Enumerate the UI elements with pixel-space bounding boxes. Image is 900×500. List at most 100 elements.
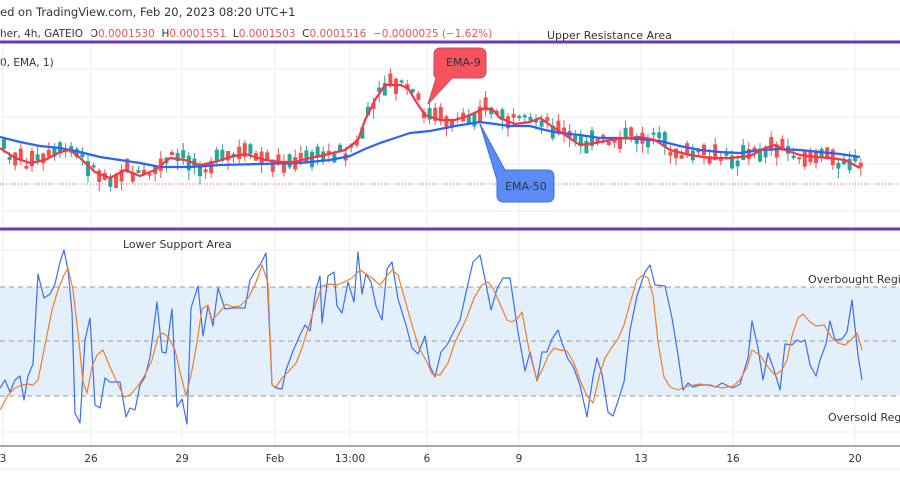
candle-body — [774, 144, 779, 158]
stoch-d-line — [0, 264, 863, 411]
candle-body — [282, 162, 286, 173]
candle-body — [634, 139, 639, 144]
candle-body — [466, 114, 471, 123]
candle-body — [119, 169, 124, 182]
candle-body — [584, 140, 589, 154]
open-label: O — [89, 28, 98, 40]
candle-body — [489, 107, 494, 115]
ema9-line — [0, 83, 861, 180]
time-axis-tick-label: 20 — [848, 453, 861, 465]
candle-body — [612, 139, 617, 143]
candle-body — [259, 151, 264, 164]
candle-body — [573, 135, 578, 141]
candle-body — [763, 148, 768, 158]
candle-body — [718, 157, 723, 161]
oversold-label: Oversold Regio — [828, 411, 900, 424]
oscillator-band — [0, 286, 900, 397]
candle-body — [382, 83, 387, 96]
time-axis-tick-label: Feb — [266, 453, 285, 465]
candle-body — [74, 148, 79, 158]
candle-body — [578, 136, 583, 147]
candle-body — [24, 165, 29, 169]
candle-body — [746, 149, 751, 160]
candle-body — [606, 141, 611, 145]
candle-body — [41, 153, 46, 164]
candle-body — [819, 148, 824, 159]
candle-body — [220, 149, 225, 161]
candle-body — [438, 107, 443, 122]
candle-body — [595, 138, 600, 143]
time-axis[interactable]: 3 26 29 Feb 13:00 6 9 13 16 20 — [0, 453, 862, 465]
candle-body — [298, 152, 303, 160]
candle-body — [170, 152, 174, 156]
candle-body — [371, 102, 376, 109]
published-on-caption: ed on TradingView.com, Feb 20, 2023 08:2… — [0, 5, 296, 19]
candle-body — [304, 150, 309, 163]
candle-body — [769, 136, 774, 151]
candle-body — [315, 146, 320, 157]
candle-body — [175, 152, 180, 162]
candle-body — [35, 154, 40, 161]
candle-body — [534, 120, 538, 123]
candle-body — [657, 132, 662, 139]
candle-body — [662, 132, 667, 147]
candle-body — [130, 172, 135, 182]
candle-body — [802, 151, 807, 167]
candle-body — [842, 160, 846, 165]
candle-body — [394, 78, 398, 94]
candle-body — [522, 115, 527, 118]
candle-body — [310, 151, 314, 168]
candle-body — [836, 162, 841, 169]
time-axis-tick-label: 9 — [516, 453, 523, 465]
candle-body — [494, 110, 499, 114]
low-value: 0.0001503 — [238, 28, 296, 40]
candle-body — [198, 166, 202, 177]
high-value: 0.0001551 — [169, 28, 227, 40]
lower-support-label: Lower Support Area — [123, 238, 232, 251]
candle-body — [500, 109, 505, 120]
candle-body — [735, 160, 740, 167]
candle-body — [539, 120, 544, 127]
candle-body — [528, 116, 533, 121]
candle-body — [853, 156, 858, 162]
candle-body — [136, 170, 141, 173]
candle-body — [125, 158, 130, 173]
symbol-label: her, 4h, GATEIO — [0, 28, 84, 40]
candle-body — [97, 170, 102, 183]
open-value: 0.0001530 — [97, 28, 155, 40]
candle-body — [242, 143, 247, 157]
candle-body — [517, 115, 522, 119]
candle-body — [511, 113, 516, 118]
ema50-line — [0, 120, 861, 169]
time-axis-tick-label: 29 — [175, 453, 188, 465]
candle-body — [270, 159, 275, 172]
candle-body — [360, 127, 365, 139]
candle-body — [2, 139, 6, 149]
candle-body — [276, 154, 281, 162]
candle-body — [226, 151, 230, 161]
candle-body — [478, 106, 482, 122]
candle-body — [248, 144, 253, 155]
time-axis-tick-label: 16 — [726, 453, 740, 465]
candle-body — [30, 150, 34, 167]
ohlc-legend: her, 4h, GATEIO O0.0001530 H0.0001551 L0… — [0, 28, 492, 40]
candle-body — [427, 108, 432, 120]
candle-body — [629, 127, 634, 137]
candle-body — [237, 146, 242, 160]
candle-body — [209, 160, 214, 174]
candle-body — [91, 165, 96, 168]
candle-body — [52, 148, 57, 157]
candle-body — [416, 93, 421, 100]
candle-body — [847, 158, 852, 171]
candle-body — [618, 138, 622, 149]
candle-body — [265, 152, 270, 160]
candle-body — [287, 154, 292, 168]
time-axis-tick-label: 6 — [424, 453, 431, 465]
candle-body — [590, 130, 594, 147]
candle-body — [707, 156, 712, 164]
candle-body — [147, 173, 152, 176]
low-label: L — [232, 28, 239, 40]
candle-body — [758, 148, 762, 162]
candle-body — [181, 150, 186, 159]
